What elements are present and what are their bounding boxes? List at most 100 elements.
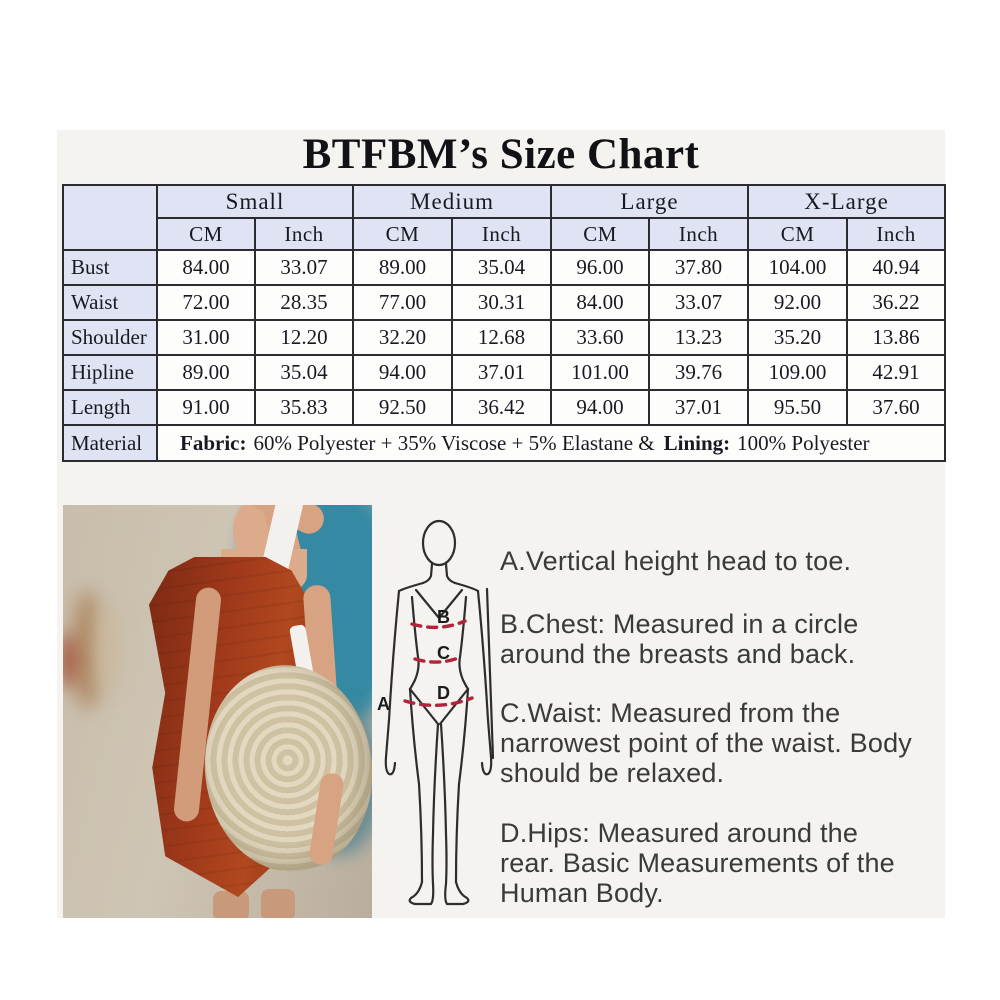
measurement-cell: 33.07 bbox=[648, 284, 750, 321]
instruction-height: A.Vertical height head to toe. bbox=[500, 546, 950, 576]
photo-background-figure bbox=[63, 633, 77, 688]
measurement-cell: 36.42 bbox=[451, 389, 553, 426]
measurement-cell: 35.04 bbox=[451, 249, 553, 286]
measurement-cell: 12.68 bbox=[451, 319, 553, 356]
diagram-label-c: C bbox=[437, 643, 450, 663]
row-label: Length bbox=[62, 389, 158, 426]
product-photo bbox=[63, 505, 372, 918]
measurement-cell: 89.00 bbox=[156, 354, 256, 391]
waist-dash-line bbox=[413, 655, 463, 664]
table-row-hipline: Hipline 89.00 35.04 94.00 37.01 101.00 3… bbox=[62, 354, 947, 391]
table-unit-header-row: CM Inch CM Inch CM Inch CM Inch bbox=[63, 217, 947, 251]
instruction-waist: C.Waist: Measured from the narrowest poi… bbox=[500, 698, 950, 788]
measurement-cell: 13.86 bbox=[846, 319, 947, 356]
unit-header: Inch bbox=[253, 217, 355, 251]
table-row-length: Length 91.00 35.83 92.50 36.42 94.00 37.… bbox=[62, 389, 947, 426]
measurement-cell: 95.50 bbox=[747, 389, 849, 426]
measurement-cell: 101.00 bbox=[550, 354, 651, 391]
figure-neckline bbox=[414, 588, 464, 620]
instruction-line: A.Vertical height head to toe. bbox=[500, 546, 852, 576]
instruction-line: B.Chest: Measured in a circle bbox=[500, 609, 859, 639]
measurement-cell: 84.00 bbox=[550, 284, 651, 321]
instruction-chest: B.Chest: Measured in a circle around the… bbox=[500, 609, 950, 669]
fabric-value: 60% Polyester + 35% Viscose + 5% Elastan… bbox=[253, 430, 655, 455]
measurement-cell: 42.91 bbox=[846, 354, 947, 391]
instruction-line: around the breasts and back. bbox=[500, 639, 856, 669]
measurement-cell: 33.07 bbox=[253, 249, 355, 286]
measurement-cell: 12.20 bbox=[253, 319, 355, 356]
instruction-line: should be relaxed. bbox=[500, 758, 725, 788]
unit-header: CM bbox=[352, 217, 454, 251]
height-line bbox=[485, 587, 495, 760]
figure-left-foot bbox=[408, 880, 435, 906]
measurement-cell: 92.00 bbox=[747, 284, 849, 321]
table-row-shoulder: Shoulder 31.00 12.20 32.20 12.68 33.60 1… bbox=[62, 319, 947, 356]
diagram-label-d: D bbox=[437, 683, 450, 703]
measurement-cell: 104.00 bbox=[747, 249, 849, 286]
measurement-cell: 30.31 bbox=[451, 284, 553, 321]
measurement-cell: 32.20 bbox=[352, 319, 454, 356]
instruction-line: Human Body. bbox=[500, 878, 664, 908]
unit-header: CM bbox=[747, 217, 849, 251]
measurement-cell: 37.80 bbox=[648, 249, 750, 286]
measurement-cell: 77.00 bbox=[352, 284, 454, 321]
measurement-cell: 33.60 bbox=[550, 319, 651, 356]
figure-right-foot bbox=[444, 880, 470, 906]
measurement-cell: 39.76 bbox=[648, 354, 750, 391]
measurement-cell: 92.50 bbox=[352, 389, 454, 426]
row-label: Material bbox=[62, 424, 158, 462]
size-header-xlarge: X-Large bbox=[747, 184, 947, 219]
measurement-cell: 13.23 bbox=[648, 319, 750, 356]
measurement-cell: 37.01 bbox=[451, 354, 553, 391]
unit-header: Inch bbox=[648, 217, 750, 251]
measurement-cell: 84.00 bbox=[156, 249, 256, 286]
table-size-header-row: Small Medium Large X-Large bbox=[62, 184, 947, 251]
instruction-line: narrowest point of the waist. Body bbox=[500, 728, 913, 758]
table-row-material: Material Fabric: 60% Polyester + 35% Visc… bbox=[62, 424, 947, 462]
measurement-cell: 28.35 bbox=[253, 284, 355, 321]
size-header-medium: Medium bbox=[352, 184, 553, 219]
lining-value: 100% Polyester bbox=[737, 430, 870, 455]
page-title: BTFBM’s Size Chart bbox=[302, 131, 700, 178]
row-label: Shoulder bbox=[62, 319, 158, 356]
measurement-cell: 35.04 bbox=[253, 354, 355, 391]
hip-dash-line bbox=[403, 696, 474, 708]
measurement-cell: 94.00 bbox=[352, 354, 454, 391]
measurement-cell: 40.94 bbox=[846, 249, 947, 286]
instruction-line: D.Hips: Measured around the bbox=[500, 818, 859, 848]
measurement-cell: 109.00 bbox=[747, 354, 849, 391]
measurement-cell: 96.00 bbox=[550, 249, 651, 286]
measurement-cell: 94.00 bbox=[550, 389, 651, 426]
figure-left-arm bbox=[384, 581, 425, 776]
unit-header: CM bbox=[156, 217, 256, 251]
figure-head bbox=[421, 519, 457, 567]
corner-cell bbox=[62, 184, 158, 251]
measurement-cell: 37.01 bbox=[648, 389, 750, 426]
figure-right-arm bbox=[453, 581, 493, 776]
row-label: Waist bbox=[62, 284, 158, 321]
lining-label: Lining: bbox=[663, 430, 731, 455]
measurement-cell: 35.83 bbox=[253, 389, 355, 426]
material-cell: Fabric: 60% Polyester + 35% Viscose + 5% … bbox=[155, 424, 947, 462]
diagram-label-b: B bbox=[437, 607, 450, 627]
model-leg bbox=[213, 891, 249, 918]
measurement-cell: 31.00 bbox=[156, 319, 256, 356]
diagram-label-a: A bbox=[377, 694, 390, 714]
measurement-cell: 35.20 bbox=[747, 319, 849, 356]
bust-dash-line bbox=[410, 619, 467, 630]
instruction-line: rear. Basic Measurements of the bbox=[500, 848, 895, 878]
photo-background-figure bbox=[97, 605, 121, 690]
table-row-waist: Waist 72.00 28.35 77.00 30.31 84.00 33.0… bbox=[62, 284, 947, 321]
measurement-cell: 91.00 bbox=[156, 389, 256, 426]
size-table: Small Medium Large X-Large CM Inch CM In… bbox=[62, 184, 947, 462]
row-label: Bust bbox=[62, 249, 158, 286]
model-leg bbox=[261, 889, 295, 918]
measurement-cell: 36.22 bbox=[846, 284, 947, 321]
measurement-cell: 72.00 bbox=[156, 284, 256, 321]
unit-header: Inch bbox=[451, 217, 553, 251]
body-measurement-diagram: A B C D bbox=[377, 519, 495, 906]
row-label: Hipline bbox=[62, 354, 158, 391]
measurement-cell: 37.60 bbox=[846, 389, 947, 426]
unit-header: CM bbox=[550, 217, 651, 251]
